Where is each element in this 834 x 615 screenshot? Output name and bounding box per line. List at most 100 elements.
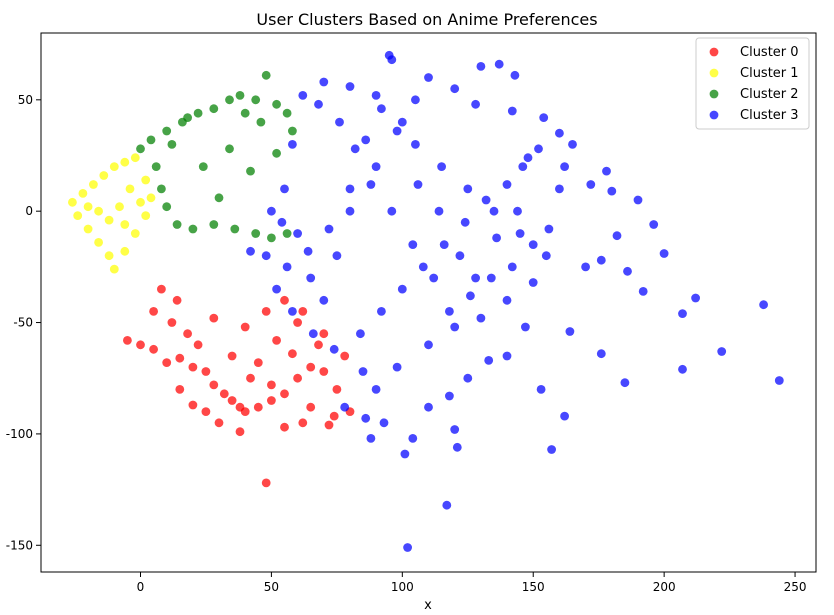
point-cluster-3-124: [513, 206, 522, 216]
point-cluster-0-4: [175, 353, 185, 363]
point-cluster-3-92: [502, 180, 512, 189]
point-cluster-0-22: [261, 478, 271, 488]
point-cluster-3-99: [486, 273, 496, 283]
point-cluster-3-27: [623, 266, 632, 276]
point-cluster-1-1: [78, 189, 88, 198]
legend: Cluster 0 Cluster 1 Cluster 2 Cluster 3: [695, 37, 810, 130]
point-cluster-1-0: [68, 197, 77, 207]
x-tick-label-2: 100: [391, 580, 414, 594]
point-cluster-0-8: [219, 389, 229, 399]
y-tick-label-3: -100: [6, 427, 33, 441]
point-cluster-1-19: [104, 215, 114, 225]
point-cluster-3-98: [507, 262, 517, 272]
point-cluster-1-10: [104, 251, 114, 261]
point-cluster-3-23: [659, 249, 669, 258]
point-cluster-3-78: [280, 184, 289, 194]
point-cluster-3-4: [494, 59, 504, 69]
point-cluster-0-2: [149, 344, 159, 354]
point-cluster-1-23: [136, 197, 145, 207]
point-cluster-0-27: [175, 385, 185, 394]
point-cluster-0-13: [267, 396, 276, 405]
point-cluster-0-11: [240, 407, 250, 416]
y-tick-label-0: 50: [18, 93, 33, 107]
point-cluster-3-88: [418, 262, 428, 272]
point-cluster-0-32: [149, 307, 159, 316]
point-cluster-0-51: [267, 380, 276, 390]
legend-marker-3: [709, 110, 719, 120]
point-cluster-3-125: [246, 246, 255, 256]
point-cluster-0-15: [293, 373, 302, 383]
point-cluster-2-4: [193, 108, 203, 118]
points-layer: [68, 50, 784, 552]
point-cluster-3-102: [429, 273, 439, 283]
point-cluster-1-5: [120, 157, 130, 167]
point-cluster-3-76: [306, 273, 316, 283]
point-cluster-3-30: [678, 309, 687, 318]
point-cluster-3-86: [377, 307, 386, 316]
legend-label-2: Cluster 2: [740, 87, 799, 102]
point-cluster-3-115: [345, 184, 355, 194]
point-cluster-3-57: [340, 402, 350, 412]
y-tick-label-2: -50: [13, 316, 33, 330]
x-axis: 0 50 100 150 200 250: [137, 572, 807, 594]
point-cluster-3-31: [717, 347, 727, 356]
point-cluster-3-85: [356, 329, 365, 339]
point-cluster-3-123: [492, 233, 501, 243]
point-cluster-0-28: [201, 407, 211, 416]
point-cluster-1-3: [99, 171, 109, 180]
point-cluster-3-5: [510, 70, 520, 80]
point-cluster-3-67: [489, 206, 499, 216]
point-cluster-2-16: [172, 220, 182, 229]
point-cluster-3-39: [547, 445, 556, 454]
point-cluster-0-26: [188, 400, 198, 410]
point-cluster-2-9: [261, 70, 271, 80]
point-cluster-3-43: [484, 356, 494, 365]
point-cluster-0-36: [227, 351, 237, 361]
point-cluster-3-33: [774, 376, 784, 385]
point-cluster-0-12: [253, 402, 263, 412]
point-cluster-2-10: [272, 99, 281, 109]
point-cluster-0-21: [235, 427, 245, 437]
point-cluster-3-89: [439, 240, 449, 250]
point-cluster-3-84: [329, 344, 339, 354]
point-cluster-3-70: [411, 140, 420, 149]
point-cluster-3-2: [424, 73, 433, 82]
point-cluster-3-36: [596, 349, 606, 359]
point-cluster-0-39: [293, 318, 302, 327]
point-cluster-3-122: [471, 273, 480, 283]
point-cluster-3-72: [371, 162, 381, 172]
point-cluster-1-8: [83, 224, 93, 234]
point-cluster-2-31: [272, 148, 281, 158]
x-tick-label-5: 250: [784, 580, 807, 594]
point-cluster-3-37: [565, 327, 575, 336]
point-cluster-3-100: [466, 291, 475, 301]
point-cluster-2-8: [251, 95, 261, 105]
point-cluster-3-55: [366, 434, 376, 443]
point-cluster-3-95: [555, 184, 564, 194]
point-cluster-2-0: [136, 144, 145, 154]
point-cluster-3-44: [463, 373, 473, 383]
point-cluster-3-64: [528, 278, 538, 287]
point-cluster-0-46: [298, 307, 308, 316]
point-cluster-3-1: [387, 55, 397, 65]
legend-box: [695, 37, 810, 130]
point-cluster-3-61: [450, 322, 460, 332]
point-cluster-2-12: [288, 126, 297, 136]
point-cluster-3-75: [319, 295, 329, 305]
point-cluster-1-15: [146, 193, 156, 203]
point-cluster-0-33: [167, 318, 177, 327]
point-cluster-3-41: [521, 322, 530, 332]
point-cluster-0-50: [306, 402, 316, 412]
point-cluster-0-1: [136, 340, 145, 350]
point-cluster-2-18: [209, 220, 219, 229]
point-cluster-3-91: [481, 195, 491, 205]
point-cluster-0-45: [280, 295, 289, 305]
point-cluster-0-20: [214, 418, 224, 428]
point-cluster-3-110: [288, 140, 297, 149]
point-cluster-2-14: [157, 184, 166, 194]
point-cluster-3-121: [455, 251, 465, 261]
point-cluster-0-18: [332, 385, 342, 394]
point-cluster-3-119: [413, 180, 423, 189]
